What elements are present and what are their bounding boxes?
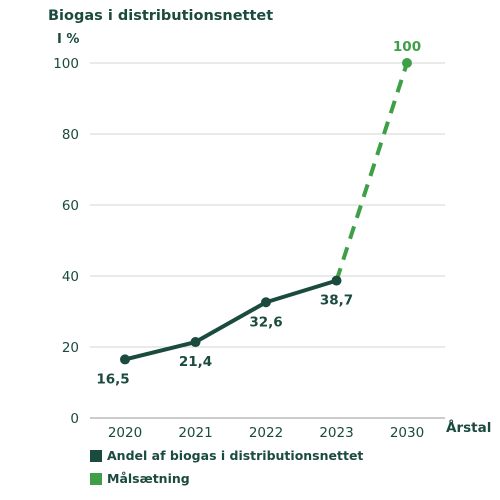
x-axis-label: Årstal bbox=[446, 419, 491, 436]
legend-swatch-actual bbox=[90, 449, 102, 462]
x-tick-label: 2022 bbox=[249, 425, 283, 441]
legend-item-actual: Andel af biogas i distributionsnettet bbox=[90, 448, 363, 463]
x-tick-label: 2020 bbox=[108, 425, 142, 441]
y-tick-label: 100 bbox=[53, 56, 79, 72]
data-point bbox=[120, 354, 130, 365]
data-label: 16,5 bbox=[96, 371, 129, 387]
data-label: 100 bbox=[393, 39, 421, 55]
data-point bbox=[190, 337, 201, 348]
data-point bbox=[261, 297, 271, 308]
legend-label-target: Målsætning bbox=[107, 471, 190, 486]
y-tick-label: 40 bbox=[62, 269, 79, 285]
legend-swatch-target bbox=[90, 472, 102, 485]
data-label: 38,7 bbox=[320, 293, 353, 309]
data-point bbox=[402, 58, 412, 68]
chart-title: Biogas i distributionsnettet bbox=[48, 8, 274, 24]
series-line-actual bbox=[124, 278, 338, 362]
series-line-target bbox=[334, 62, 409, 282]
y-tick-label: 60 bbox=[62, 198, 79, 214]
data-label: 21,4 bbox=[179, 354, 212, 370]
data-label: 32,6 bbox=[249, 314, 282, 330]
x-tick-label: 2030 bbox=[390, 425, 424, 441]
x-tick-label: 2023 bbox=[319, 425, 353, 441]
y-tick-label: 0 bbox=[70, 411, 79, 427]
legend-label-actual: Andel af biogas i distributionsnettet bbox=[107, 448, 364, 463]
legend-item-target: Målsætning bbox=[90, 471, 190, 486]
x-tick-label: 2021 bbox=[178, 425, 212, 441]
data-point bbox=[331, 275, 342, 286]
y-tick-label: 20 bbox=[62, 340, 79, 356]
y-tick-label: 80 bbox=[62, 127, 79, 143]
y-axis-label: I % bbox=[57, 32, 79, 47]
